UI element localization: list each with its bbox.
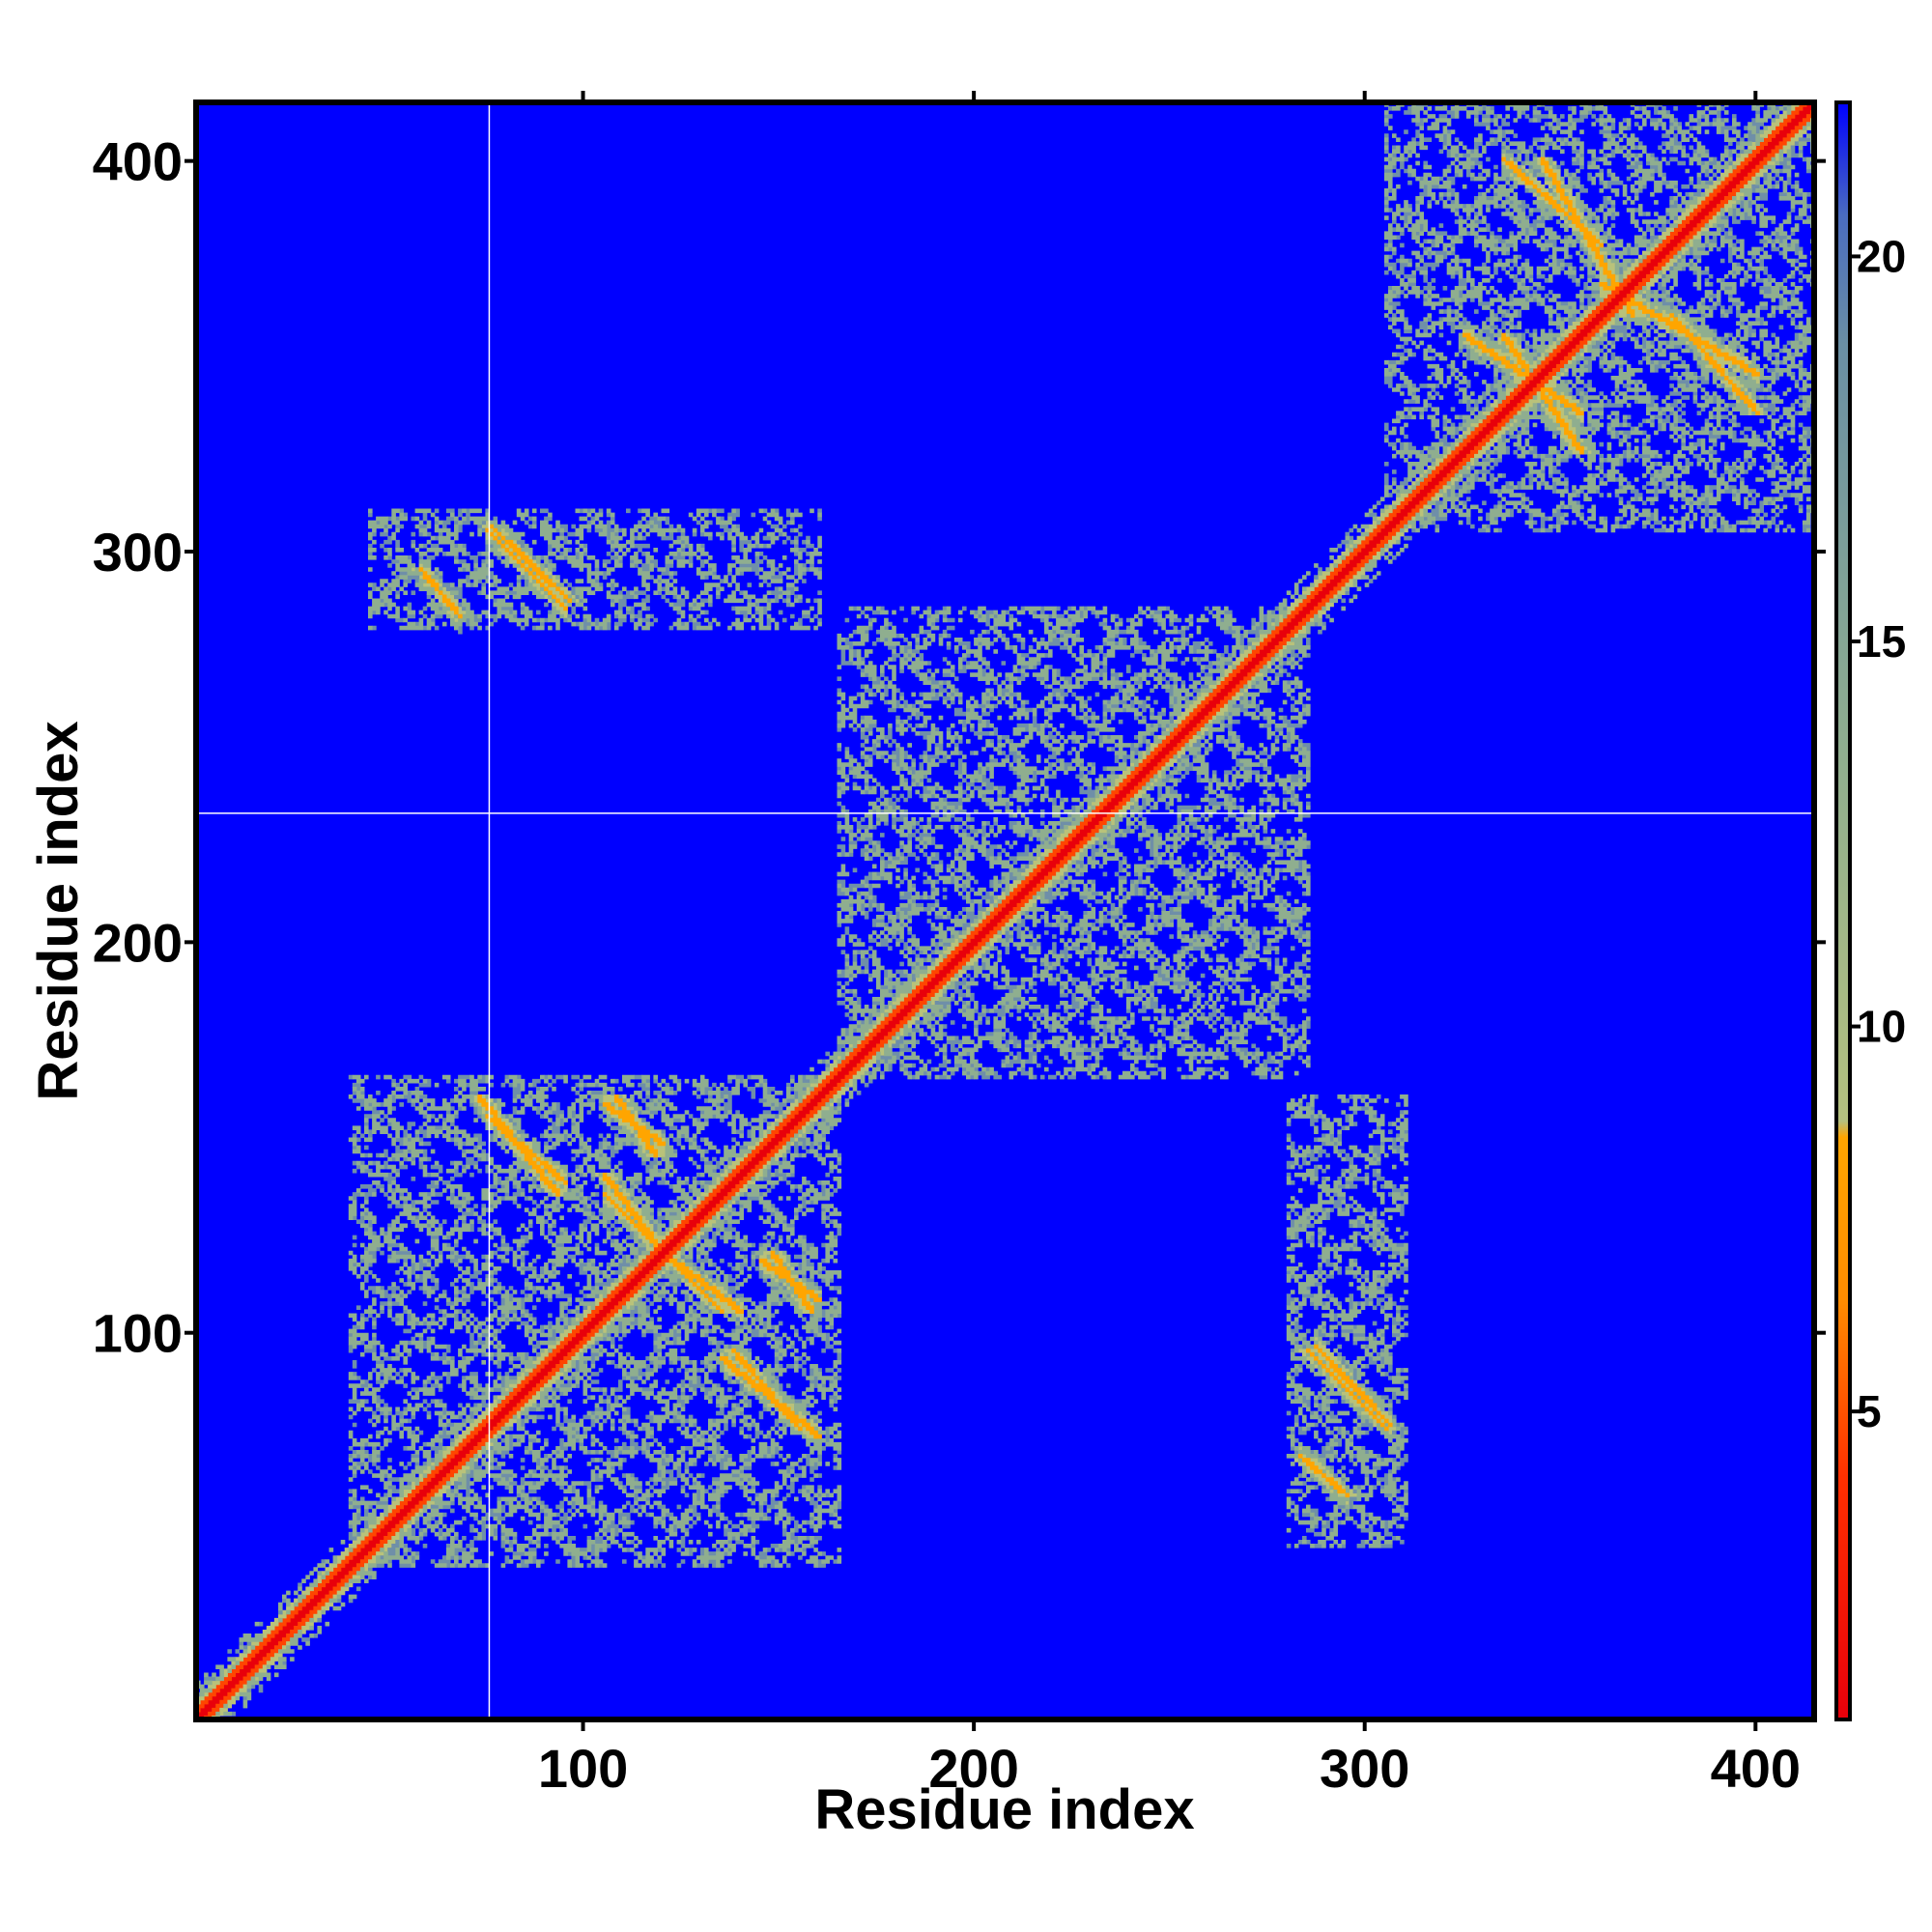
reference-lines — [196, 102, 1814, 1719]
x-axis: 100 200 300 400 — [538, 91, 1801, 1799]
colorbar-tick-label: 5 — [1857, 1386, 1882, 1436]
colorbar-tick-label: 20 — [1857, 231, 1906, 281]
y-axis-title: Residue index — [27, 721, 90, 1100]
y-axis: 100 200 300 400 — [93, 131, 196, 1364]
x-axis-title: Residue index — [814, 1778, 1194, 1841]
x-tick-label: 300 — [1320, 1738, 1409, 1799]
x-tick-label: 400 — [1711, 1738, 1801, 1799]
y-tick-label: 200 — [93, 912, 183, 973]
plot-frame — [193, 99, 1817, 1722]
x-tick-label: 200 — [928, 1738, 1018, 1799]
x-tick-label: 100 — [538, 1738, 628, 1799]
colorbar-tick-label: 15 — [1857, 616, 1906, 667]
y-tick-label: 400 — [93, 131, 183, 192]
heatmap-cell-group — [196, 102, 1814, 1719]
colorbar — [1834, 100, 1852, 1721]
y-tick-label: 300 — [93, 522, 183, 582]
colorbar-axis: 5 10 15 20 — [1816, 158, 1906, 1436]
colorbar-tick-label: 10 — [1857, 1002, 1906, 1052]
heatmap-cells — [196, 102, 1814, 1719]
y-tick-label: 100 — [93, 1303, 183, 1364]
